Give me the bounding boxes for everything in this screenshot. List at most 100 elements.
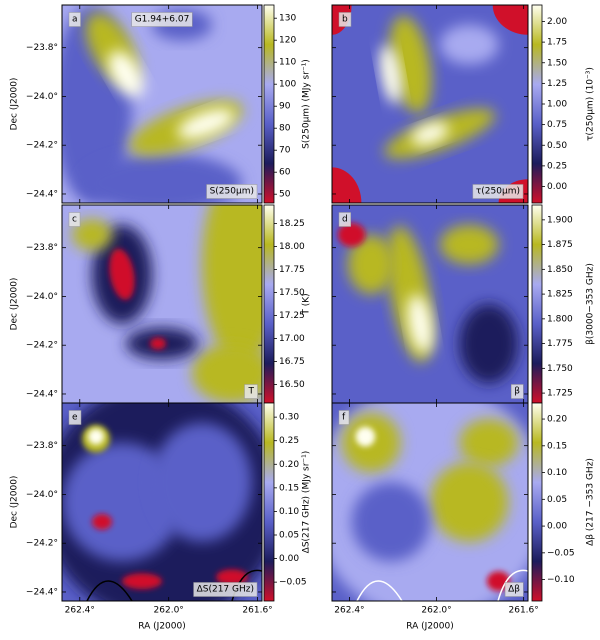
annotation-box — [511, 384, 524, 399]
x-tick-label: 262.0° — [421, 606, 451, 616]
map-structure — [459, 418, 519, 467]
x-tick-label: 261.6° — [509, 606, 539, 616]
panel-letter-box — [68, 212, 81, 227]
map-structure — [152, 422, 252, 542]
panel: −23.8° −24.0° −24.2° −24.4° Dec (J2000) a G1.9… — [10, 4, 312, 204]
colorbar-tick-label: 1.750 — [547, 364, 573, 374]
colorbar-tick-label: 1.75 — [547, 38, 567, 48]
annotation-box — [193, 582, 258, 597]
x-axis-label: RA (J2000) — [138, 622, 186, 632]
map-structure — [92, 513, 112, 530]
panel: 262.4° 262.0° 261.6° RA (J2000) f Δβ −0.10 −0.0… — [331, 402, 596, 632]
x-tick-label: 261.6° — [242, 606, 272, 616]
colorbar-tick-label: 1.775 — [547, 339, 573, 349]
panel-letter: c — [72, 215, 77, 225]
colorbar-tick-label: 17.75 — [279, 265, 305, 275]
colorbar-tick-label: 16.50 — [279, 380, 305, 390]
colorbar-label: S(250μm) (MJy sr⁻¹) — [302, 59, 312, 149]
annotation-box — [206, 184, 258, 199]
colorbar-tick-label: 110 — [279, 58, 296, 68]
panel-letter-box — [68, 410, 82, 425]
colorbar-tick-label: 1.25 — [547, 79, 567, 89]
annotation-box — [472, 184, 524, 199]
colorbar-tick-label: 1.900 — [547, 215, 573, 225]
map-structure — [430, 462, 509, 542]
colorbar-tick-label: 0.10 — [547, 468, 567, 478]
map-image — [332, 205, 528, 403]
annotation: τ(250μm) — [476, 187, 520, 197]
y-tick-label: −24.0° — [26, 490, 58, 500]
annotation: T — [248, 387, 255, 397]
map-structure — [355, 426, 376, 447]
map-structure — [122, 573, 162, 590]
y-tick-label: −24.2° — [26, 341, 58, 351]
colorbar-tick-label: 120 — [279, 36, 296, 46]
contour — [497, 569, 528, 601]
x-tick-label: 262.4° — [65, 606, 95, 616]
colorbar-tick-label: 18.00 — [279, 242, 305, 252]
y-tick-label: −23.8° — [26, 441, 58, 451]
y-tick-label: −24.4° — [26, 389, 58, 399]
colorbar-tick-label: 0.00 — [547, 182, 567, 192]
colorbar-tick-label: 1.725 — [547, 389, 573, 399]
y-axis-label: Dec (J2000) — [10, 476, 20, 529]
map-structure — [347, 234, 395, 295]
map-structure — [492, 5, 528, 35]
annotation: Δβ — [508, 585, 520, 595]
colorbar-tick-label: 0.15 — [279, 483, 299, 493]
map-structure — [439, 24, 499, 65]
colorbar-tick-label: 130 — [279, 14, 296, 24]
colorbar-tick-label: −0.05 — [279, 578, 307, 588]
map-structure — [82, 153, 242, 203]
y-tick-label: −23.8° — [26, 243, 58, 253]
map-structure — [411, 122, 449, 146]
panel-letter: e — [72, 413, 78, 423]
panel-letter-box — [338, 410, 350, 425]
colorbar-label: Δβ (217 −353 GHz) — [586, 458, 596, 546]
annotation: G1.94+6.07 — [135, 15, 190, 25]
map-structure — [486, 571, 511, 592]
colorbar-tick-label: 17.50 — [279, 288, 305, 298]
map-image — [62, 403, 262, 601]
map-structure — [108, 50, 144, 98]
map-structure — [459, 304, 519, 384]
colorbar-tick-label: 2.00 — [547, 17, 567, 27]
y-axis-label: Dec (J2000) — [10, 78, 20, 131]
contour — [356, 580, 403, 601]
colorbar-tick-label: 50 — [279, 190, 291, 200]
panel-letter: a — [72, 15, 78, 25]
panel: b τ(250μm) 0.00 0.25 0.50 0.75 1.00 1.25 1.50 1.7… — [331, 4, 596, 204]
panel-letter-box — [338, 12, 352, 27]
colorbar-tick-label: 90 — [279, 102, 291, 112]
colorbar-label: T (K) — [302, 293, 312, 315]
panel-letter-box — [68, 12, 81, 27]
map-structure — [62, 442, 182, 562]
colorbar-tick-label: −0.05 — [547, 548, 575, 558]
colorbar-tick-label: 0.25 — [547, 161, 567, 171]
colorbar-tick-label: 1.825 — [547, 290, 573, 300]
colorbar-tick-label: 0.30 — [279, 413, 299, 423]
panel-frame — [331, 4, 529, 204]
colorbar-tick-label: 0.20 — [547, 415, 567, 425]
colorbar-tick-label: 0.10 — [279, 507, 299, 517]
colorbar-tick-label: 0.50 — [547, 141, 567, 151]
y-tick-label: −24.4° — [26, 189, 58, 199]
annotation: S(250μm) — [210, 187, 254, 197]
y-tick-label: −24.0° — [26, 92, 58, 102]
colorbar — [531, 204, 543, 404]
x-tick-label: 262.4° — [334, 606, 364, 616]
y-tick-label: −23.8° — [26, 43, 58, 53]
colorbar-label: τ(250μm) (10⁻³) — [586, 67, 596, 141]
annotation-box — [504, 582, 524, 597]
colorbar — [531, 402, 543, 602]
panel-frame — [61, 4, 263, 204]
colorbar-tick-label: 16.75 — [279, 357, 305, 367]
colorbar-tick-label: 0.00 — [547, 522, 567, 532]
colorbar — [263, 4, 275, 204]
map-structure — [109, 248, 135, 300]
map-structure — [337, 222, 366, 247]
map-image — [332, 403, 528, 601]
map-background — [332, 5, 528, 203]
colorbar-label: ΔS(217 GHz) (MJy sr⁻¹) — [302, 451, 312, 554]
